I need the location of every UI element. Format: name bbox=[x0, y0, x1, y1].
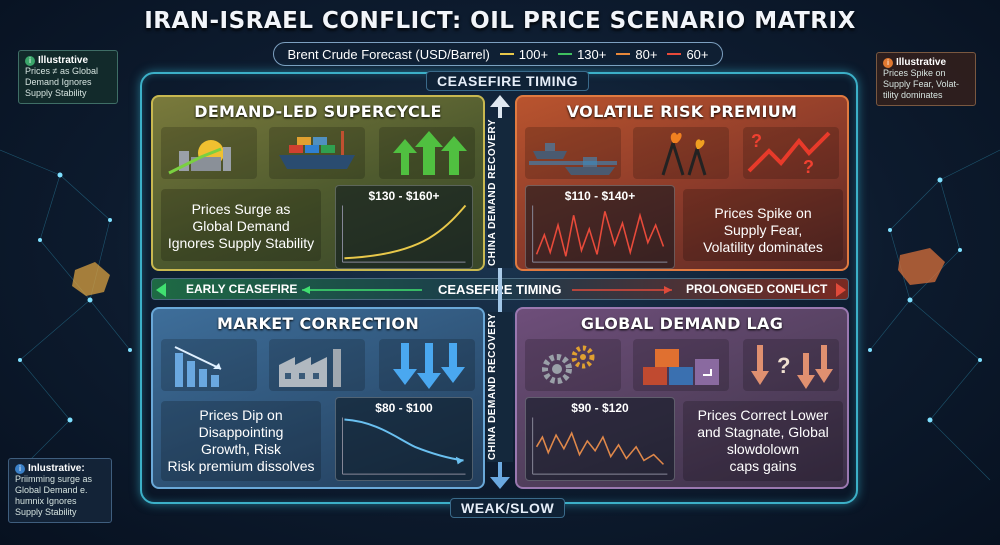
warships-icon bbox=[525, 127, 621, 179]
quadrant-demand-led-supercycle: DEMAND-LED SUPERCYCLE Prices Surge as Glo… bbox=[151, 95, 485, 271]
quadrant-title: MARKET CORRECTION bbox=[216, 314, 420, 333]
volatile-arrow-question-icon: ?? bbox=[743, 127, 839, 179]
trend-chart: $110 - $140+ bbox=[525, 185, 675, 269]
price-range: $80 - $100 bbox=[375, 401, 433, 415]
desc-panel bbox=[683, 401, 843, 481]
quadrant-title: VOLATILE RISK PREMIUM bbox=[566, 102, 798, 121]
factory-sunrise-icon bbox=[161, 127, 257, 179]
quadrant-volatile-risk-premium: VOLATILE RISK PREMIUM ?? $110 - $140+ Pr… bbox=[515, 95, 849, 271]
quadrant-title: DEMAND-LED SUPERCYCLE bbox=[194, 102, 442, 121]
quadrant-title: GLOBAL DEMAND LAG bbox=[580, 314, 784, 333]
factory-icon bbox=[269, 339, 365, 391]
up-arrows-icon bbox=[379, 127, 475, 179]
desc-panel bbox=[161, 189, 321, 261]
svg-text:?: ? bbox=[751, 131, 762, 151]
trend-chart: $90 - $120 bbox=[525, 397, 675, 481]
quadrant-description: Prices Correct Lower and Stagnate, Global… bbox=[697, 407, 829, 474]
price-range: $130 - $160+ bbox=[368, 189, 440, 203]
legend-item-80: 80+ bbox=[616, 47, 657, 62]
desc-panel bbox=[683, 189, 843, 261]
quadrant-description: Prices Surge as Global Demand Ignores Supp… bbox=[167, 201, 315, 251]
page-title: IRAN-ISRAEL CONFLICT: OIL PRICE SCENARIO… bbox=[144, 8, 856, 34]
axis-top-label: CEASEFIRE TIMING bbox=[426, 71, 590, 91]
falling-bar-chart-icon bbox=[161, 339, 257, 391]
legend: Brent Crude Forecast (USD/Barrel) 100+ 1… bbox=[273, 42, 723, 66]
down-arrows-question-icon: ? bbox=[743, 339, 839, 391]
trend-chart: $130 - $160+ bbox=[335, 185, 473, 269]
quadrant-market-correction: MARKET CORRECTION Prices Dip on Disappoin… bbox=[151, 307, 485, 489]
axis-vertical-label-top: CHINA DEMAND RECOVERY bbox=[487, 118, 513, 268]
note-bottom-left: i Inlustrative: Priimming surge as Global… bbox=[8, 458, 112, 523]
legend-label: Brent Crude Forecast (USD/Barrel) bbox=[287, 46, 490, 62]
gears-icon bbox=[525, 339, 621, 391]
quadrant-description: Prices Spike on Supply Fear, Volatility do… bbox=[703, 205, 823, 255]
note-top-right: i Illustrative Prices Spike on Supply Fea… bbox=[876, 52, 976, 106]
axis-right-label: PROLONGED CONFLICT bbox=[686, 282, 828, 296]
trend-chart: $80 - $100 bbox=[335, 397, 473, 481]
info-icon: i bbox=[15, 464, 25, 474]
svg-text:?: ? bbox=[803, 157, 814, 177]
oil-rig-fire-icon bbox=[633, 127, 729, 179]
containers-icon bbox=[633, 339, 729, 391]
axis-left-label: EARLY CEASEFIRE bbox=[186, 282, 298, 296]
down-arrows-icon bbox=[379, 339, 475, 391]
info-icon: i bbox=[883, 58, 893, 68]
ceasefire-timing-axis: EARLY CEASEFIRE CEASEFIRE TIMING PROLONG… bbox=[151, 278, 849, 300]
note-top-left: i Illustrative Prices ≠ as Global Demand … bbox=[18, 50, 118, 104]
svg-text:?: ? bbox=[777, 353, 790, 378]
legend-item-130: 130+ bbox=[558, 47, 606, 62]
quadrant-global-demand-lag: GLOBAL DEMAND LAG ? $90 - $120 Prices Co… bbox=[515, 307, 849, 489]
price-range: $110 - $140+ bbox=[564, 189, 636, 203]
cargo-ship-icon bbox=[269, 127, 365, 179]
quadrant-description: Prices Dip on Disappointing Growth, Risk Ri… bbox=[167, 407, 315, 474]
desc-panel bbox=[161, 401, 321, 481]
axis-arrows bbox=[156, 283, 846, 297]
info-icon: i bbox=[25, 56, 35, 66]
axis-bottom-label: WEAK/SLOW bbox=[450, 498, 566, 518]
legend-item-60: 60+ bbox=[667, 47, 709, 62]
axis-vertical-label-bottom: CHINA DEMAND RECOVERY bbox=[487, 312, 513, 462]
china-demand-axis bbox=[490, 95, 510, 489]
legend-item-100: 100+ bbox=[499, 47, 548, 62]
price-range: $90 - $120 bbox=[571, 401, 629, 415]
